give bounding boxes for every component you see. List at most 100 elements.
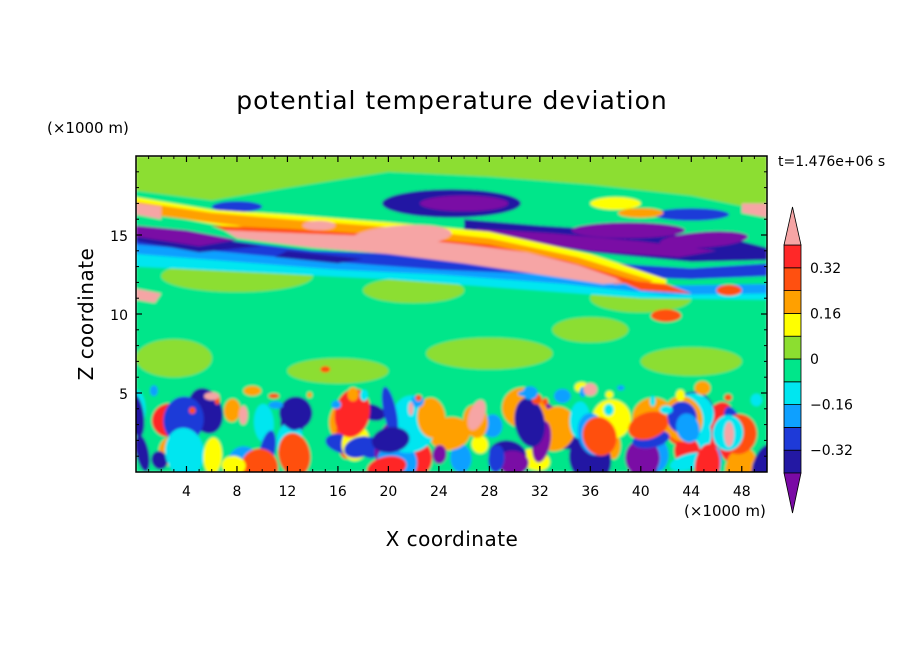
convective-cell [724, 394, 732, 401]
convective-cell [243, 385, 262, 396]
convective-cell [408, 402, 414, 416]
convective-cell [238, 405, 248, 425]
convective-cell [331, 400, 342, 409]
y-tick-label: 15 [110, 229, 128, 245]
convective-cell [518, 390, 535, 397]
contour-blob [659, 231, 748, 249]
colorbar-segment [783, 358, 802, 383]
convective-cell [359, 389, 369, 402]
convective-cell [240, 448, 279, 472]
convective-cell [497, 450, 529, 472]
x-tick-label: 12 [279, 484, 297, 500]
x-tick-label: 16 [329, 484, 347, 500]
convective-cell [320, 366, 331, 373]
y-axis-multiplier: (×1000 m) [47, 119, 129, 137]
x-tick-label: 32 [531, 484, 549, 500]
chart-title: potential temperature deviation [236, 86, 668, 115]
colorbar-label: −0.16 [810, 398, 853, 414]
x-axis: 4 8 12 16 20 24 28 32 36 40 44 48 [148, 156, 768, 500]
x-tick-label: 40 [632, 484, 650, 500]
contour-region [136, 225, 237, 247]
convective-cell [307, 392, 313, 398]
contour-blob [426, 337, 553, 370]
colorbar-segment [783, 267, 802, 291]
colorbar-lower-arrow [783, 472, 802, 514]
convective-cell [136, 434, 150, 472]
x-tick-label: 8 [232, 484, 241, 500]
convective-cell [164, 427, 205, 472]
convective-cell [367, 456, 407, 472]
x-tick-label: 44 [682, 484, 700, 500]
contour-blob [302, 220, 336, 231]
convective-cell [279, 396, 313, 430]
contour-blob [419, 195, 509, 212]
convective-cell [514, 397, 546, 447]
colorbar-upper-arrow [783, 206, 802, 246]
convective-cell [278, 432, 311, 472]
convective-cell [467, 400, 486, 431]
x-tick-label: 20 [379, 484, 397, 500]
contour-region [136, 156, 767, 212]
convective-cell [724, 421, 735, 447]
contour-blob [618, 208, 664, 218]
contour-region [136, 288, 162, 303]
contour-region [136, 203, 162, 220]
convective-cell [136, 394, 145, 438]
convective-cell [617, 385, 625, 391]
convective-cell [659, 405, 673, 415]
y-tick-label: 10 [110, 308, 128, 324]
convective-cell [605, 391, 614, 399]
contour-blob [350, 224, 452, 249]
convective-cell [371, 427, 410, 453]
colorbar-segment [783, 404, 802, 428]
contour-blob [590, 197, 641, 210]
contour-region [741, 203, 767, 218]
x-axis-multiplier: (×1000 m) [684, 502, 766, 520]
convective-cell [268, 393, 280, 399]
convective-cell [347, 387, 359, 402]
convective-cell [649, 395, 656, 407]
convective-cell [432, 445, 447, 464]
contour-blob [571, 222, 685, 239]
x-tick-label: 48 [733, 484, 751, 500]
convective-cell [204, 392, 220, 401]
convective-cell [334, 388, 371, 438]
colorbar-label: −0.32 [810, 443, 853, 459]
x-tick-label: 28 [480, 484, 498, 500]
convective-cell [751, 444, 767, 472]
y-axis: 5 10 15 [110, 171, 767, 457]
y-tick-label: 5 [119, 387, 128, 403]
convective-cell [221, 455, 246, 472]
convective-cell [625, 438, 660, 472]
colorbar-segment [783, 244, 802, 269]
convective-cell [268, 401, 284, 409]
convective-cell [482, 414, 503, 438]
colorbar-label: 0.16 [810, 306, 841, 322]
contour-blob [136, 339, 212, 378]
convective-cell [343, 436, 376, 458]
convective-cell [750, 393, 763, 407]
convective-cell [675, 389, 685, 402]
contour-region [274, 250, 364, 264]
x-tick-label: 4 [182, 484, 191, 500]
convective-cell [189, 407, 196, 414]
convective-cell [381, 386, 399, 437]
colorbar: 0.32 0.16 0 −0.16 −0.32 [783, 206, 853, 514]
time-label: t=1.476e+06 s [778, 154, 886, 170]
convective-cell [583, 383, 598, 396]
convective-cell [582, 416, 617, 456]
x-tick-label: 36 [581, 484, 599, 500]
contour-blob [211, 201, 263, 213]
contour-blob [640, 347, 742, 376]
contour-field [136, 156, 767, 472]
contour-region [615, 279, 692, 294]
convective-cell [417, 397, 446, 438]
colorbar-segment [783, 426, 802, 451]
colorbar-segment [783, 381, 802, 405]
convective-cell [725, 447, 757, 472]
colorbar-segment [783, 335, 802, 360]
contour-blob [287, 358, 389, 384]
convective-cell [223, 398, 241, 422]
convective-cell [694, 381, 711, 396]
